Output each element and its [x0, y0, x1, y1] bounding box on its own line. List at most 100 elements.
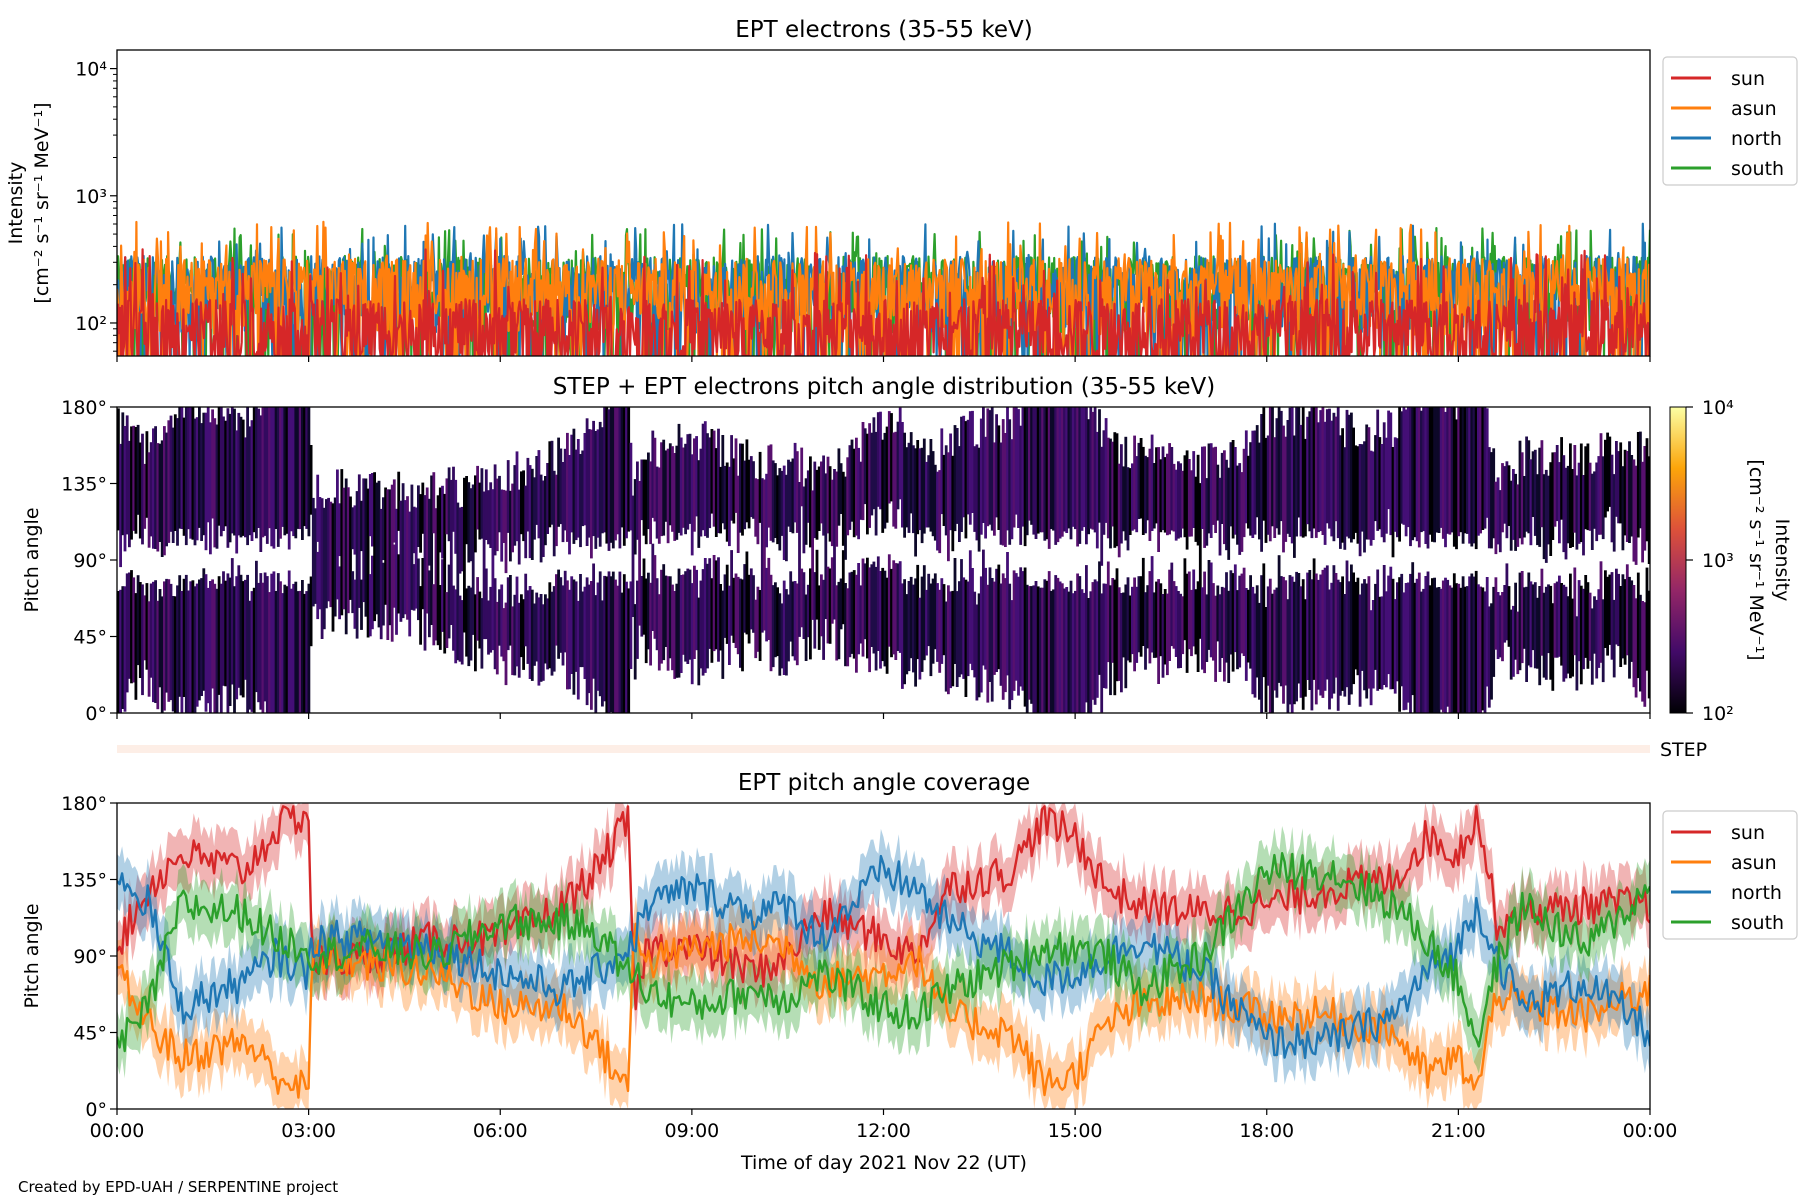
heatmap-cell — [250, 591, 254, 712]
heatmap-cell — [303, 407, 306, 527]
heatmap-cell — [857, 447, 860, 540]
heatmap-cell — [576, 600, 580, 700]
heatmap-cell — [206, 587, 210, 704]
heatmap-cell — [1588, 462, 1592, 531]
heatmap-cell — [1549, 462, 1553, 556]
heatmap-cell — [1264, 437, 1268, 543]
legend-label-asun: asun — [1731, 852, 1777, 874]
heatmap-cell — [261, 407, 265, 538]
heatmap-cell — [826, 456, 830, 534]
heatmap-cell — [973, 446, 977, 532]
heatmap-cell — [835, 585, 839, 661]
heatmap-cell — [316, 474, 320, 542]
heatmap-cell — [837, 448, 841, 526]
heatmap-cell — [1284, 436, 1288, 542]
heatmap-cell — [752, 461, 755, 519]
heatmap-cell — [1608, 436, 1612, 507]
step-label: STEP — [1660, 739, 1707, 761]
heatmap-cell — [765, 567, 768, 642]
heatmap-cell — [443, 493, 447, 654]
heatmap-cell — [533, 603, 536, 666]
heatmap-cell — [951, 455, 955, 552]
heatmap-cell — [1452, 407, 1456, 547]
heatmap-cell — [568, 589, 571, 690]
heatmap-cell — [239, 416, 243, 538]
heatmap-cell — [515, 451, 519, 542]
heatmap-cell — [574, 581, 578, 672]
heatmap-cell — [425, 487, 429, 614]
heatmap-cell — [1343, 447, 1347, 550]
heatmap-cell — [686, 434, 690, 530]
heatmap-cell — [1260, 414, 1263, 552]
heatmap-cell — [607, 409, 611, 551]
heatmap-cell — [1236, 465, 1239, 545]
heatmap-cell — [979, 418, 983, 535]
heatmap-cell — [1441, 407, 1445, 539]
heatmap-cell — [701, 569, 705, 676]
heatmap-cell — [1120, 593, 1123, 693]
heatmap-cell — [890, 413, 893, 502]
heatmap-cell — [673, 453, 677, 541]
heatmap-cell — [191, 580, 195, 713]
heatmap-cell — [1214, 446, 1217, 533]
heatmap-cell — [774, 582, 777, 658]
heatmap-cell — [679, 575, 683, 673]
heatmap-cell — [942, 454, 946, 526]
heatmap-cell — [1593, 471, 1596, 529]
heatmap-cell — [1365, 583, 1369, 699]
heatmap-cell — [570, 576, 574, 674]
heatmap-cell — [158, 443, 162, 542]
heatmap-cell — [1612, 599, 1616, 678]
heatmap-cell — [1498, 490, 1502, 553]
heatmap-cell — [368, 474, 372, 537]
heatmap-cell — [1163, 589, 1167, 665]
heatmap-cell — [281, 593, 285, 713]
heatmap-cell — [1170, 447, 1174, 531]
heatmap-cell — [285, 407, 289, 534]
heatmap-cell — [815, 549, 819, 620]
y-tick-label: 0° — [85, 1099, 107, 1121]
heatmap-cell — [627, 588, 631, 713]
heatmap-cell — [1008, 583, 1012, 710]
heatmap-cell — [1617, 573, 1620, 647]
heatmap-cell — [651, 543, 655, 631]
heatmap-cell — [844, 476, 847, 560]
heatmap-cell — [1157, 447, 1160, 552]
legend-label-south: south — [1731, 158, 1784, 180]
series-line-south — [117, 852, 1650, 1053]
heatmap-cell — [953, 558, 957, 664]
heatmap-cell — [1483, 591, 1487, 713]
heatmap-cell — [1363, 441, 1366, 553]
heatmap-cell — [1216, 464, 1220, 521]
heatmap-cell — [182, 417, 186, 536]
heatmap-cell — [498, 589, 501, 646]
heatmap-cell — [1406, 582, 1410, 703]
heatmap-cell — [141, 433, 144, 545]
heatmap-cell — [982, 549, 985, 666]
heatmap-cell — [287, 407, 291, 550]
heatmap-cell — [859, 585, 863, 644]
heatmap-cell — [272, 407, 276, 549]
heatmap-cell — [1069, 407, 1073, 540]
heatmap-cell — [537, 450, 541, 539]
heatmap-cell — [1498, 595, 1502, 658]
heatmap-cell — [1341, 576, 1344, 691]
heatmap-cell — [408, 511, 412, 637]
panel1-ylabel-line2: [cm⁻² s⁻¹ sr⁻¹ MeV⁻¹] — [31, 102, 53, 303]
heatmap-cell — [568, 455, 571, 555]
heatmap-cell — [1161, 594, 1165, 678]
heatmap-cell — [725, 462, 729, 542]
heatmap-cell — [587, 429, 591, 538]
heatmap-cell — [454, 479, 458, 554]
heatmap-cell — [968, 411, 972, 525]
heatmap-cell — [912, 584, 915, 673]
heatmap-cell — [833, 469, 836, 620]
heatmap-cell — [601, 600, 604, 707]
heatmap-cell — [1634, 465, 1638, 565]
heatmap-cell — [1345, 560, 1349, 688]
heatmap-cell — [697, 460, 701, 548]
heatmap-cell — [1095, 581, 1099, 698]
heatmap-cell — [500, 489, 504, 562]
heatmap-cell — [1087, 598, 1090, 713]
heatmap-cell — [1387, 410, 1390, 510]
